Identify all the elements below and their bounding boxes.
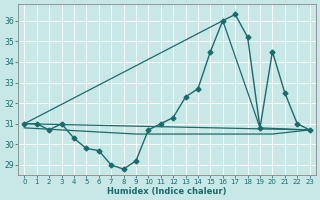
X-axis label: Humidex (Indice chaleur): Humidex (Indice chaleur)	[107, 187, 227, 196]
